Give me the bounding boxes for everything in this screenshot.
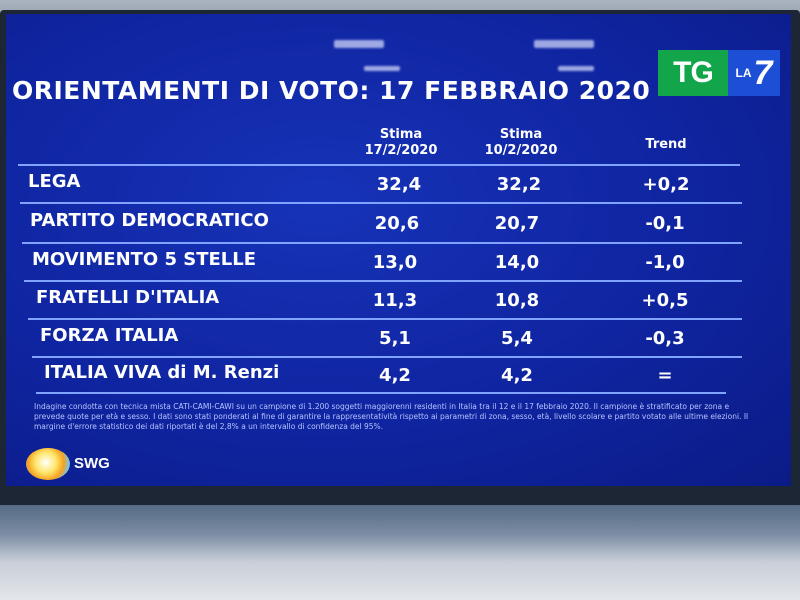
column-header-line: 17/2/2020 <box>364 143 438 158</box>
party-name: PARTITO DEMOCRATICO <box>30 210 269 231</box>
value-trend: -0,1 <box>645 213 685 234</box>
ceiling-light-reflection <box>334 40 384 48</box>
value-stima-17: 4,2 <box>379 365 411 386</box>
swg-brand-text: SWG <box>74 455 110 472</box>
value-trend: +0,5 <box>641 290 689 311</box>
value-trend: +0,2 <box>642 174 690 195</box>
value-stima-17: 32,4 <box>376 174 422 195</box>
table-divider <box>18 164 740 166</box>
table-divider <box>32 356 742 358</box>
ceiling-light-reflection <box>534 40 594 48</box>
column-header-line: 10/2/2020 <box>484 143 558 158</box>
la7-logo-seven: 7 <box>753 53 773 92</box>
value-stima-10: 4,2 <box>501 365 533 386</box>
tg-logo: TG <box>658 50 728 96</box>
party-name: ITALIA VIVA di M. Renzi <box>44 362 280 383</box>
ceiling-light-reflection <box>558 66 594 71</box>
party-name: LEGA <box>28 171 81 192</box>
value-stima-10: 32,2 <box>496 174 542 195</box>
column-header-line: Stima <box>379 127 423 142</box>
value-stima-10: 5,4 <box>501 328 533 349</box>
ceiling-light-reflection <box>364 66 400 71</box>
table-divider <box>28 318 742 320</box>
value-stima-17: 20,6 <box>374 213 420 234</box>
swg-logo: SWG <box>26 446 136 482</box>
table-divider <box>24 280 742 282</box>
page-title: ORIENTAMENTI DI VOTO: 17 FEBBRAIO 2020 <box>12 76 651 105</box>
tv-screen: ORIENTAMENTI DI VOTO: 17 FEBBRAIO 2020 T… <box>6 14 791 486</box>
value-trend: -0,3 <box>645 328 685 349</box>
value-stima-17: 5,1 <box>379 328 411 349</box>
column-header-stima-10: Stima 10/2/2020 <box>471 127 571 159</box>
la7-logo: LA 7 <box>728 50 780 96</box>
value-stima-17: 11,3 <box>372 290 418 311</box>
table-divider <box>22 242 742 244</box>
methodology-footnote: Indagine condotta con tecnica mista CATI… <box>34 402 749 431</box>
value-trend: -1,0 <box>645 252 685 273</box>
column-header-stima-17: Stima 17/2/2020 <box>351 127 451 159</box>
value-stima-17: 13,0 <box>372 252 418 273</box>
studio-floor-background <box>0 505 800 600</box>
table-divider <box>36 392 726 394</box>
value-trend: = <box>657 365 673 386</box>
value-stima-10: 14,0 <box>494 252 540 273</box>
party-name: FORZA ITALIA <box>40 325 179 346</box>
column-header-trend: Trend <box>645 137 687 152</box>
column-header-line: Stima <box>499 127 543 142</box>
value-stima-10: 10,8 <box>494 290 540 311</box>
party-name: MOVIMENTO 5 STELLE <box>32 249 257 270</box>
table-divider <box>20 202 742 204</box>
swg-globe-icon <box>26 448 70 480</box>
party-name: FRATELLI D'ITALIA <box>36 287 220 308</box>
value-stima-10: 20,7 <box>494 213 540 234</box>
la7-logo-la: LA <box>735 66 752 80</box>
